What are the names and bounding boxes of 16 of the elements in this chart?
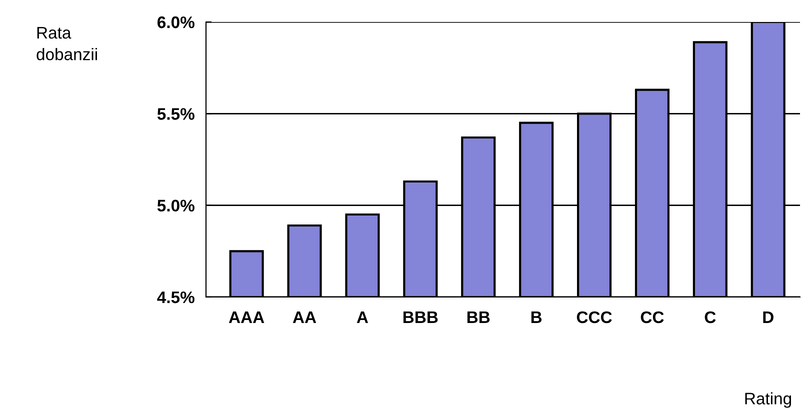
x-tick-label: CCC — [576, 311, 612, 324]
x-tick-label: AA — [292, 312, 316, 323]
y-axis-title: Rata dobanzii — [36, 27, 97, 60]
x-tick-label: CC — [640, 311, 664, 324]
y-tick-label: 5.5% — [157, 108, 194, 120]
x-tick-label: B — [531, 312, 542, 323]
x-tick-label: BB — [467, 312, 490, 323]
y-tick-label: 6.0% — [158, 16, 194, 28]
x-tick-label: A — [356, 312, 368, 323]
x-tick-label: D — [763, 312, 774, 323]
y-tick-label: 5.0% — [157, 200, 194, 212]
x-tick-label: BBB — [403, 312, 438, 323]
x-tick-label: C — [704, 311, 716, 324]
x-axis-title: Rating — [745, 392, 792, 408]
x-tick-label: AAA — [228, 312, 264, 323]
y-tick-label: 4.5% — [157, 291, 194, 304]
